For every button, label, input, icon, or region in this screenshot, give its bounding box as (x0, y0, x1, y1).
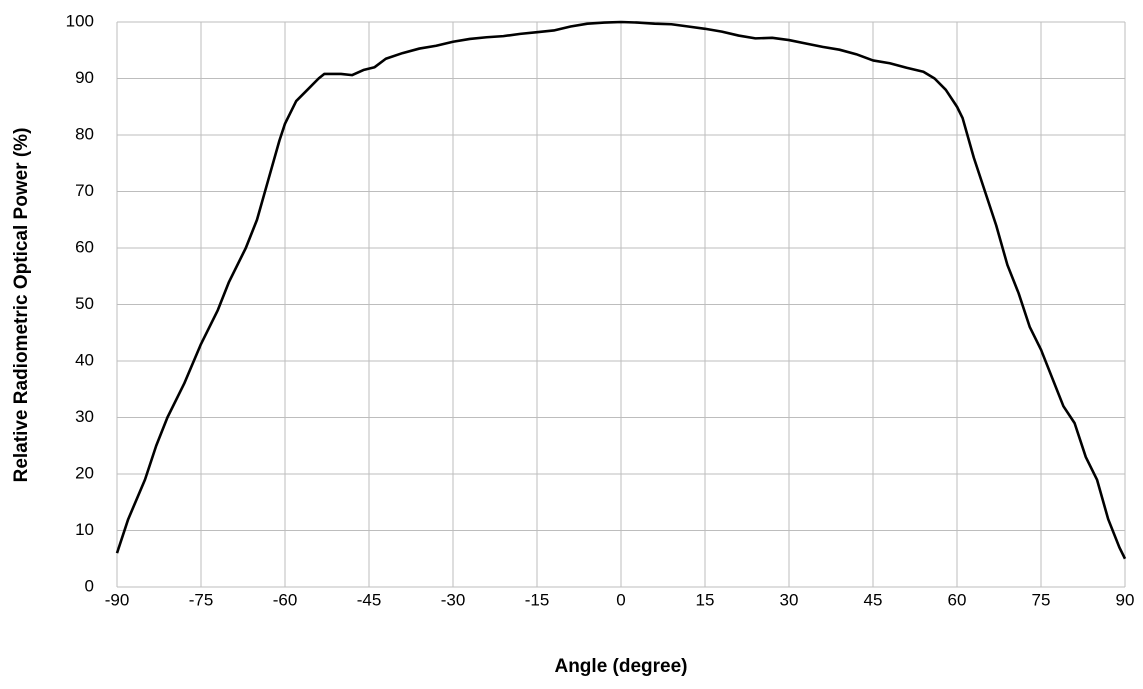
y-tick-label: 100 (66, 11, 94, 30)
y-tick-label: 70 (75, 181, 94, 200)
y-axis-title: Relative Radiometric Optical Power (%) (11, 128, 32, 483)
y-tick-label: 40 (75, 350, 94, 369)
x-tick-label: 75 (1032, 590, 1051, 609)
y-tick-label: 10 (75, 520, 94, 539)
x-tick-label: -30 (441, 590, 466, 609)
x-tick-label: 45 (864, 590, 883, 609)
x-tick-label: -15 (525, 590, 550, 609)
x-tick-label: 30 (780, 590, 799, 609)
x-tick-label: -75 (189, 590, 214, 609)
y-tick-label: 0 (85, 576, 94, 595)
x-tick-label: 60 (948, 590, 967, 609)
x-tick-label: -60 (273, 590, 298, 609)
y-tick-label: 50 (75, 294, 94, 313)
data-line (115, 20, 1127, 560)
y-tick-label: 90 (75, 68, 94, 87)
x-axis-title: Angle (degree) (554, 656, 687, 677)
y-tick-label: 60 (75, 237, 94, 256)
y-tick-label: 20 (75, 463, 94, 482)
x-tick-label: 15 (696, 590, 715, 609)
y-tick-label: 80 (75, 124, 94, 143)
x-tick-label: 90 (1116, 590, 1135, 609)
x-tick-label: -45 (357, 590, 382, 609)
x-tick-label: 0 (616, 590, 625, 609)
y-tick-label: 30 (75, 407, 94, 426)
x-tick-label: -90 (105, 590, 130, 609)
